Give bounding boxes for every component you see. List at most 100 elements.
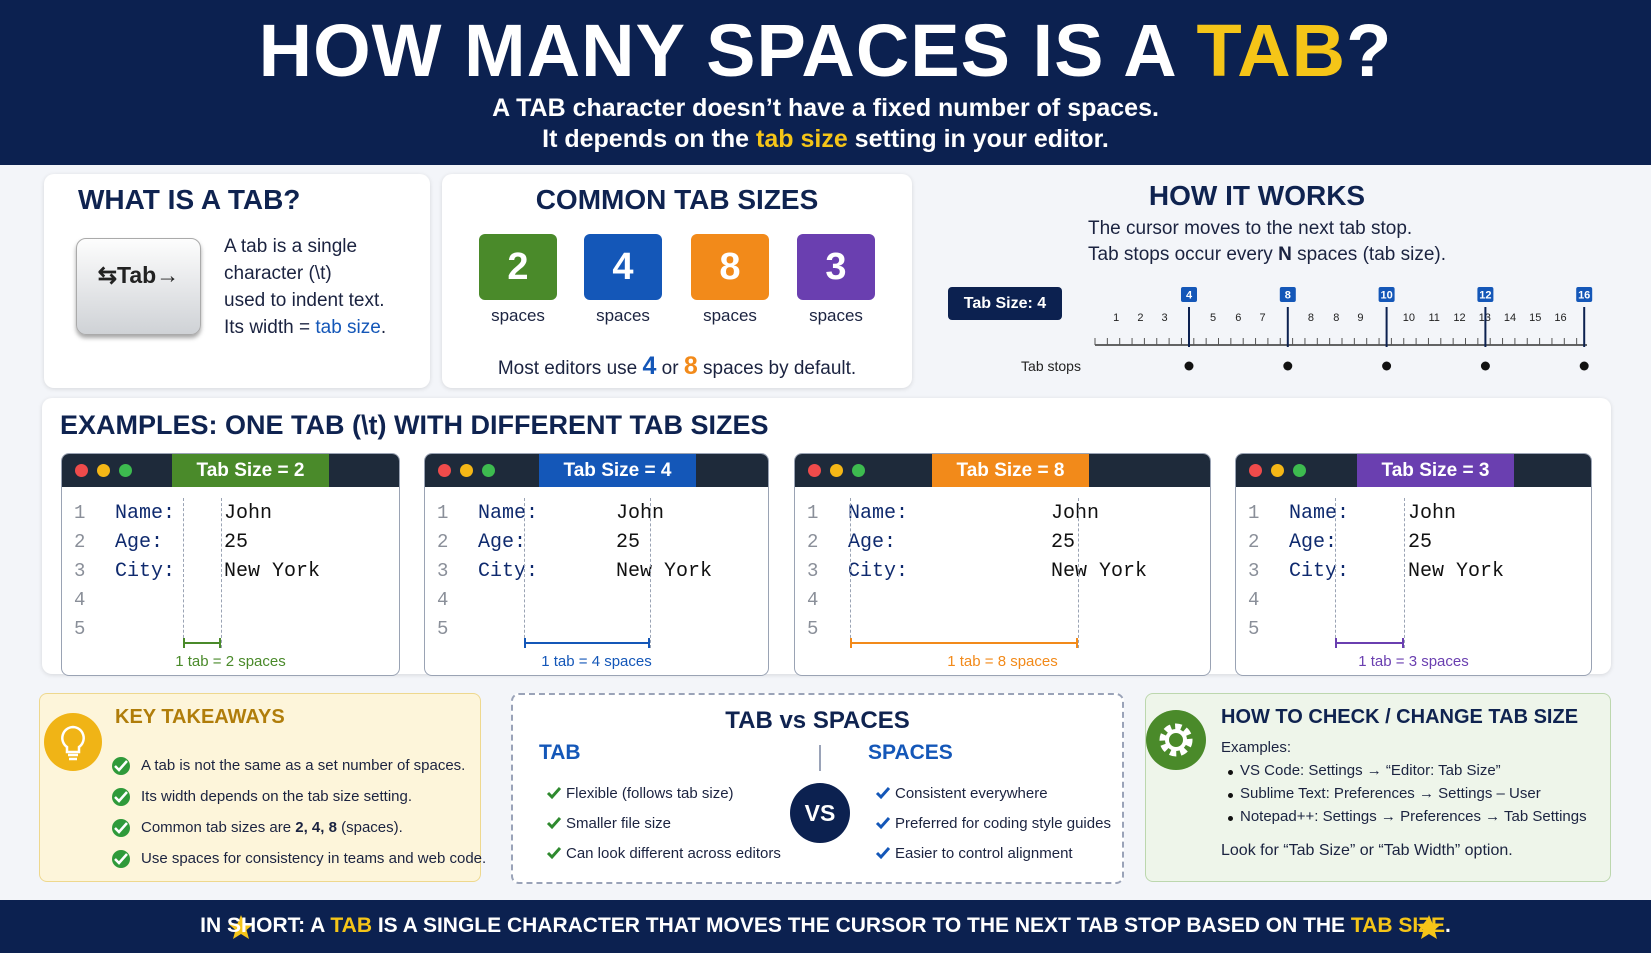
examples-panel: EXAMPLES: ONE TAB (\t) WITH DIFFERENT TA… — [42, 398, 1611, 676]
size-tile: 8 — [691, 234, 769, 300]
text-segment: or — [656, 358, 684, 379]
bullet — [1228, 816, 1233, 821]
stop-badge — [1477, 287, 1494, 302]
star-shape — [228, 915, 254, 939]
code-value: 25 — [224, 531, 249, 554]
code-key: Age: — [478, 531, 527, 554]
ruler-number: 12 — [1453, 312, 1465, 324]
comparison-item: Can look different across editors — [566, 845, 781, 862]
code-key: City: — [848, 560, 909, 583]
line-number: 5 — [74, 618, 86, 640]
takeaways-panel: KEY TAKEAWAYS A tab is not the same as a… — [39, 693, 486, 882]
line-number: 1 — [74, 502, 86, 524]
check-icon — [112, 757, 130, 775]
check-mark — [546, 787, 562, 800]
star — [1416, 915, 1442, 939]
window-dot — [1271, 464, 1284, 477]
line-number: 1 — [1248, 502, 1260, 524]
text-segment: Common tab sizes are — [141, 819, 296, 836]
text-segment: N — [1278, 244, 1292, 265]
guide-line — [650, 498, 651, 648]
ruler-number: 3 — [1162, 312, 1168, 324]
line-number: 1 — [807, 502, 819, 524]
line-number: 3 — [1248, 560, 1260, 582]
window-dot — [482, 464, 495, 477]
code-value: 25 — [1051, 531, 1076, 554]
code-key: Age: — [848, 531, 897, 554]
stops-label: Tab stops — [1021, 358, 1081, 374]
guide-line — [1078, 498, 1079, 648]
text-segment: TAB — [330, 914, 372, 937]
tab-vs-spaces-panel: TAB vs SPACES VS TAB Flexible (follows ta… — [511, 693, 1124, 884]
how-panel: HOW IT WORKS The cursor moves to the nex… — [927, 174, 1611, 388]
description: character (\t) — [224, 263, 332, 284]
ruler: 1235678891011121314151648101216Tab stops — [1021, 287, 1593, 374]
stop-number: 16 — [1578, 290, 1590, 302]
check-mark — [114, 822, 128, 834]
check-icon — [875, 817, 891, 830]
stop-number: 10 — [1380, 290, 1392, 302]
caption: 1 tab = 8 spaces — [947, 653, 1058, 670]
code-value: New York — [1051, 560, 1148, 583]
card-title: Tab Size = 2 — [172, 454, 329, 487]
code-key: City: — [115, 560, 176, 583]
tab-key: ⇆Tab→ — [76, 238, 201, 335]
code-key: City: — [478, 560, 539, 583]
heading: KEY TAKEAWAYS — [115, 706, 285, 728]
text-segment: Use spaces for consistency in teams and … — [141, 850, 487, 867]
code-value: John — [1408, 502, 1457, 525]
code-key: City: — [1289, 560, 1350, 583]
code-value: New York — [616, 560, 713, 583]
code-value: John — [1051, 502, 1100, 525]
line-number: 3 — [807, 560, 819, 582]
code-key: Age: — [115, 531, 164, 554]
takeaway: Its width depends on the tab size settin… — [141, 788, 412, 805]
gear-teeth — [1159, 723, 1193, 757]
guide-line — [850, 498, 851, 648]
examples-label: Examples: — [1221, 739, 1292, 756]
subtitle: A TAB character doesn’t have a fixed num… — [492, 94, 1159, 122]
check-icon — [875, 847, 891, 860]
ruler-number: 11 — [1428, 312, 1439, 324]
description: used to indent text. — [224, 290, 385, 311]
card-title: Tab Size = 4 — [539, 454, 696, 487]
bullet — [1228, 793, 1233, 798]
divider — [819, 745, 821, 771]
text-segment: spaces (tab size). — [1291, 244, 1446, 265]
code-key: Name: — [848, 502, 909, 525]
gear-ring — [1165, 729, 1187, 751]
ruler-number: 16 — [1554, 312, 1566, 324]
size-tile: 4 — [584, 234, 662, 300]
stop-dot — [1480, 361, 1490, 371]
ruler-number: 10 — [1403, 312, 1415, 324]
check-item: Sublime Text: Preferences → Settings – U… — [1240, 785, 1541, 802]
gear-icon — [1146, 710, 1206, 770]
subtitle: It depends on the tab size setting in yo… — [0, 125, 1651, 154]
takeaway: Common tab sizes are 2, 4, 8 (spaces). — [141, 819, 403, 836]
comparison-item: Smaller file size — [566, 815, 672, 832]
text-segment: Its width depends on the tab size settin… — [141, 788, 413, 805]
stop-dot — [1382, 361, 1392, 371]
guide-line — [221, 498, 222, 648]
size-unit: spaces — [703, 306, 757, 325]
comparison-item: Preferred for coding style guides — [895, 815, 1111, 832]
stop-number: 8 — [1285, 290, 1291, 302]
stop-badge — [1181, 287, 1197, 302]
window-dot — [852, 464, 865, 477]
stop-number: 4 — [1186, 290, 1193, 302]
guide-line — [1404, 498, 1405, 648]
window-dot — [1293, 464, 1306, 477]
check-item: VS Code: Settings → “Editor: Tab Size” — [1240, 762, 1501, 779]
text-segment: HOW MANY SPACES IS A — [258, 9, 1197, 92]
check-mark — [546, 817, 562, 830]
line-number: 5 — [1248, 618, 1260, 640]
bracket — [1335, 638, 1404, 648]
check-item: Notepad++: Settings → Preferences → Tab … — [1240, 808, 1587, 825]
column-heading: TAB — [539, 741, 581, 764]
ruler-number: 7 — [1259, 312, 1265, 324]
description: Tab stops occur every N spaces (tab size… — [1088, 244, 1446, 266]
description: Its width = tab size. — [224, 317, 386, 339]
takeaway: A tab is not the same as a set number of… — [141, 757, 465, 774]
description: The cursor moves to the next tab stop. — [1088, 218, 1413, 239]
line-number: 4 — [807, 589, 819, 611]
